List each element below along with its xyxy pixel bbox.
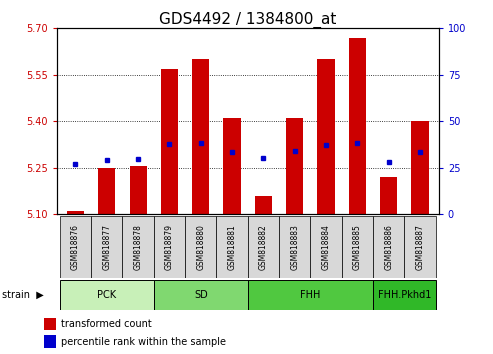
Bar (311, 216, 342, 278)
Bar (67, 211, 84, 214)
Bar (342, 216, 373, 278)
Text: SD: SD (194, 290, 208, 300)
Text: GSM818887: GSM818887 (416, 224, 424, 270)
Text: GSM818883: GSM818883 (290, 224, 299, 270)
Text: transformed count: transformed count (61, 319, 152, 329)
Bar (349, 38, 366, 214)
Bar (380, 177, 397, 214)
Text: FHH: FHH (300, 290, 320, 300)
Text: GSM818884: GSM818884 (321, 224, 330, 270)
Bar (154, 280, 248, 310)
Text: GSM818881: GSM818881 (228, 224, 237, 270)
Text: GSM818877: GSM818877 (103, 224, 111, 270)
Text: percentile rank within the sample: percentile rank within the sample (61, 337, 226, 347)
Text: strain  ▶: strain ▶ (2, 290, 44, 300)
Text: GSM818880: GSM818880 (196, 224, 205, 270)
Bar (404, 216, 436, 278)
Bar (317, 59, 335, 214)
Bar (161, 69, 178, 214)
Bar (411, 121, 428, 214)
Bar (216, 216, 248, 278)
Bar (60, 280, 154, 310)
Bar (192, 59, 210, 214)
Bar (60, 216, 91, 278)
Bar (248, 280, 373, 310)
Bar (154, 216, 185, 278)
Bar (130, 166, 147, 214)
Bar (122, 216, 154, 278)
Bar (91, 216, 122, 278)
Title: GDS4492 / 1384800_at: GDS4492 / 1384800_at (159, 12, 336, 28)
Text: GSM818885: GSM818885 (353, 224, 362, 270)
Bar (279, 216, 311, 278)
Bar (248, 216, 279, 278)
Text: GSM818879: GSM818879 (165, 224, 174, 270)
Text: GSM818876: GSM818876 (71, 224, 80, 270)
Bar (373, 280, 436, 310)
Bar (255, 195, 272, 214)
Text: FHH.Pkhd1: FHH.Pkhd1 (378, 290, 431, 300)
Bar (223, 118, 241, 214)
Bar (44, 318, 56, 330)
Bar (286, 118, 303, 214)
Bar (44, 335, 56, 348)
Text: GSM818886: GSM818886 (384, 224, 393, 270)
Text: PCK: PCK (97, 290, 116, 300)
Bar (373, 216, 404, 278)
Bar (185, 216, 216, 278)
Text: GSM818882: GSM818882 (259, 224, 268, 270)
Bar (98, 168, 115, 214)
Text: GSM818878: GSM818878 (134, 224, 142, 270)
